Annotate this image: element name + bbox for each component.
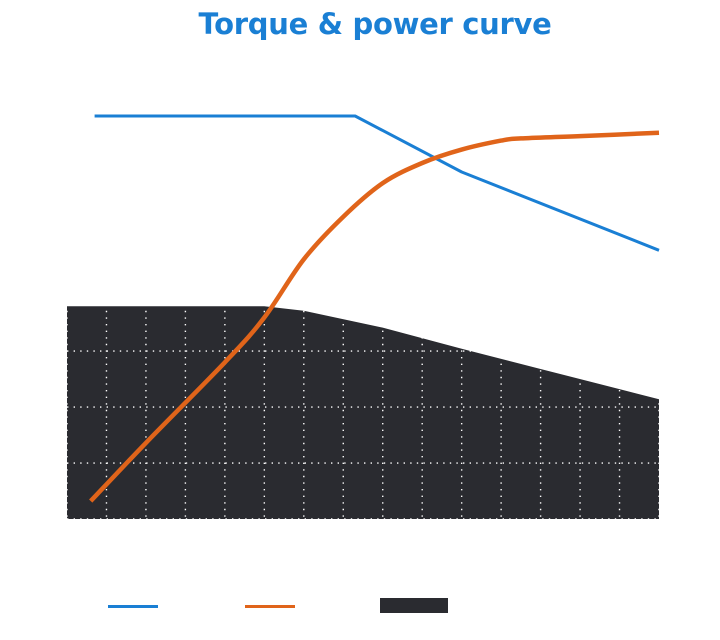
chart-title: Torque & power curve (198, 7, 552, 41)
area-layer (67, 306, 659, 519)
legend-swatch-3[interactable] (380, 598, 448, 613)
line-layer (89, 114, 660, 503)
line-series-2 (89, 130, 660, 503)
line-series-1 (94, 114, 660, 252)
legend[interactable] (108, 598, 448, 613)
area-series-1 (67, 306, 659, 519)
legend-swatch-2[interactable] (245, 605, 295, 608)
legend-swatch-1[interactable] (108, 605, 158, 608)
